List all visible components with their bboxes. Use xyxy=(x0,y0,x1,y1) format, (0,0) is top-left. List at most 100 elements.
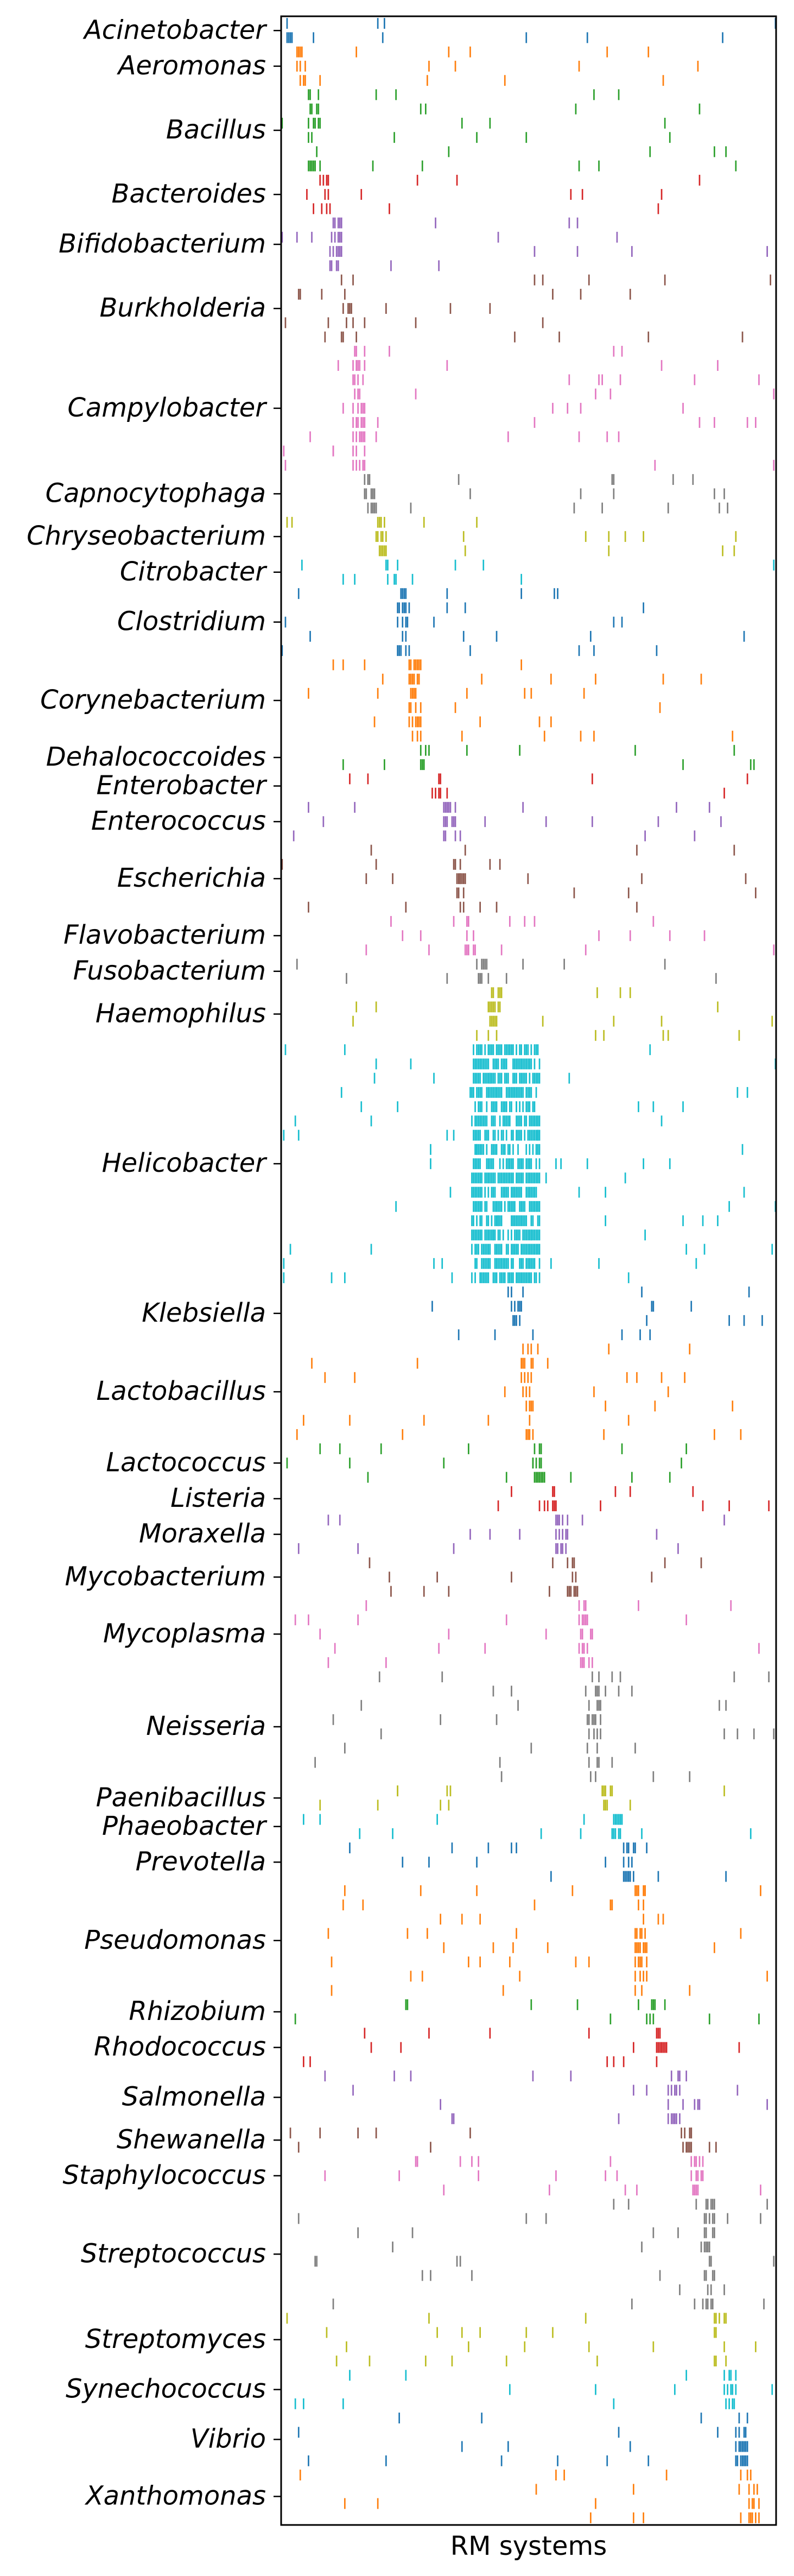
presence-mark xyxy=(479,1058,481,1070)
presence-mark xyxy=(524,1215,526,1227)
presence-mark xyxy=(580,1657,582,1668)
genus-label-bacillus: Bacillus xyxy=(166,115,266,145)
presence-mark xyxy=(296,231,298,243)
presence-mark xyxy=(725,146,727,157)
presence-mark xyxy=(555,1158,557,1170)
presence-mark xyxy=(601,1785,603,1797)
presence-mark xyxy=(522,1286,524,1298)
presence-mark xyxy=(669,930,671,942)
presence-mark xyxy=(499,1158,501,1170)
presence-mark xyxy=(441,1671,443,1683)
presence-mark xyxy=(373,502,376,514)
presence-mark xyxy=(529,1087,531,1098)
presence-mark xyxy=(746,2455,748,2466)
presence-mark xyxy=(611,1899,613,1911)
presence-mark xyxy=(430,2270,431,2281)
presence-mark xyxy=(293,830,295,842)
presence-mark xyxy=(525,32,528,43)
presence-mark xyxy=(393,573,395,585)
presence-mark xyxy=(527,1129,529,1141)
presence-mark xyxy=(667,2113,669,2124)
presence-mark xyxy=(441,1258,443,1269)
presence-mark xyxy=(514,1186,516,1198)
presence-mark xyxy=(494,1201,496,1212)
presence-mark xyxy=(568,374,570,386)
presence-mark xyxy=(491,1158,493,1170)
presence-mark xyxy=(377,531,379,542)
presence-mark xyxy=(580,730,582,742)
presence-mark xyxy=(502,1129,504,1141)
presence-mark xyxy=(727,2213,728,2224)
presence-mark xyxy=(705,2227,707,2238)
presence-mark xyxy=(499,1201,501,1212)
presence-mark xyxy=(408,645,410,656)
presence-mark xyxy=(592,1657,593,1668)
presence-mark xyxy=(755,2512,757,2523)
presence-mark xyxy=(476,1115,478,1127)
presence-mark xyxy=(479,1172,481,1184)
presence-mark xyxy=(593,645,595,656)
presence-mark xyxy=(530,1343,532,1355)
presence-mark xyxy=(375,502,377,514)
presence-mark xyxy=(638,1600,639,1611)
presence-mark xyxy=(540,1828,542,1839)
presence-mark xyxy=(458,474,460,485)
presence-mark xyxy=(740,2470,742,2480)
presence-mark xyxy=(415,2156,417,2167)
presence-mark xyxy=(423,759,425,771)
presence-mark xyxy=(481,1272,482,1284)
presence-mark xyxy=(423,516,425,528)
presence-mark xyxy=(743,2427,745,2438)
presence-mark xyxy=(595,1714,596,1725)
presence-mark xyxy=(378,1671,380,1683)
presence-mark xyxy=(592,1714,593,1725)
presence-mark xyxy=(723,488,725,500)
presence-mark xyxy=(692,1486,694,1497)
presence-mark xyxy=(406,1999,409,2010)
presence-mark xyxy=(362,374,364,386)
presence-mark xyxy=(519,1529,520,1540)
genus-label-lactobacillus: Lactobacillus xyxy=(97,1376,266,1406)
presence-mark xyxy=(662,2042,664,2053)
presence-mark xyxy=(364,488,366,500)
presence-mark xyxy=(309,630,311,642)
presence-mark xyxy=(373,716,376,728)
presence-mark xyxy=(334,231,336,243)
presence-mark xyxy=(532,1101,534,1113)
presence-mark xyxy=(736,2455,739,2466)
presence-mark xyxy=(525,1186,528,1198)
presence-mark xyxy=(369,1557,371,1569)
presence-mark xyxy=(529,1115,531,1127)
presence-mark xyxy=(505,1243,507,1255)
presence-mark xyxy=(461,873,463,885)
presence-mark xyxy=(375,1058,377,1070)
presence-mark xyxy=(685,1243,687,1255)
presence-mark xyxy=(749,1828,752,1839)
presence-mark xyxy=(619,1828,621,1839)
presence-mark xyxy=(299,46,301,58)
presence-mark xyxy=(644,830,646,842)
presence-mark xyxy=(380,545,382,557)
presence-mark xyxy=(538,1215,541,1227)
presence-mark xyxy=(517,1158,519,1170)
presence-mark xyxy=(316,103,317,115)
presence-mark xyxy=(629,1871,631,1882)
presence-mark xyxy=(476,1243,478,1255)
presence-mark xyxy=(359,459,361,471)
presence-mark xyxy=(378,545,380,557)
presence-mark xyxy=(723,2341,725,2352)
presence-mark xyxy=(497,1172,499,1184)
presence-mark xyxy=(708,801,710,813)
presence-mark xyxy=(651,1571,653,1583)
presence-mark xyxy=(473,1129,474,1141)
presence-mark xyxy=(415,687,417,699)
presence-mark xyxy=(449,303,452,314)
presence-mark xyxy=(496,1201,498,1212)
presence-mark xyxy=(494,1115,496,1127)
presence-mark xyxy=(723,1514,725,1526)
presence-mark xyxy=(487,1215,490,1227)
presence-mark xyxy=(349,1842,351,1854)
presence-mark xyxy=(487,1258,490,1269)
presence-mark xyxy=(482,958,485,970)
presence-mark xyxy=(613,1814,615,1825)
